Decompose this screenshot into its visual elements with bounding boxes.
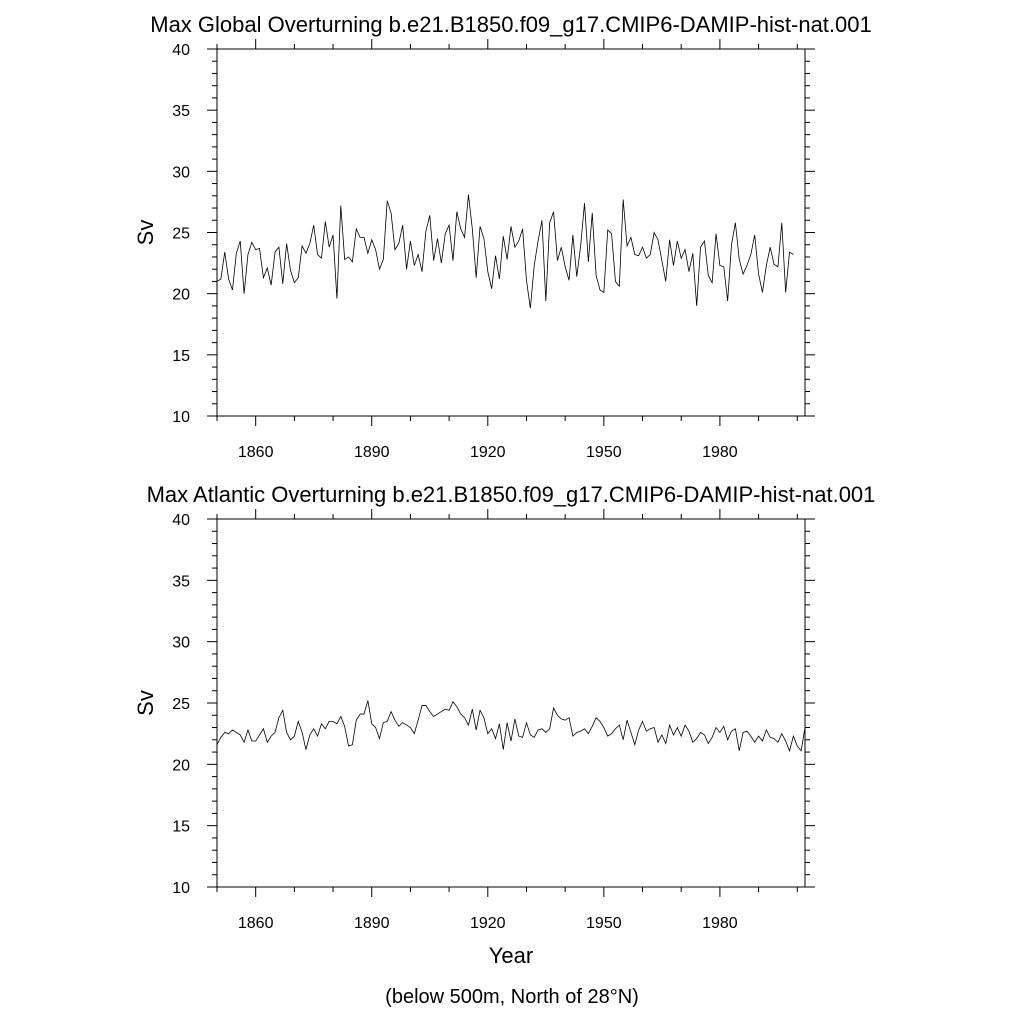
x-tick-label: 1920	[470, 915, 506, 932]
y-axis-label: Sv	[133, 220, 158, 246]
y-tick-label: 30	[172, 635, 190, 652]
y-tick-label: 20	[172, 757, 190, 774]
series-line	[216, 194, 794, 309]
y-tick-label: 25	[172, 226, 190, 243]
x-tick-label: 1890	[354, 915, 390, 932]
plot-frame	[216, 518, 806, 888]
x-tick-label: 1920	[470, 444, 506, 461]
chart-title: Max Global Overturning b.e21.B1850.f09_g…	[150, 12, 872, 37]
x-tick-label: 1860	[238, 444, 274, 461]
y-tick-label: 30	[172, 164, 190, 181]
y-tick-label: 40	[172, 512, 190, 529]
y-tick-label: 35	[172, 103, 190, 120]
x-tick-label: 1980	[702, 444, 738, 461]
y-tick-label: 10	[172, 880, 190, 897]
y-tick-label: 15	[172, 348, 190, 365]
y-tick-label: 35	[172, 573, 190, 590]
plot-frame	[216, 48, 806, 417]
y-tick-label: 20	[172, 287, 190, 304]
y-tick-label: 40	[172, 42, 190, 59]
y-tick-label: 15	[172, 819, 190, 836]
y-tick-label: 25	[172, 696, 190, 713]
footnote: (below 500m, North of 28°N)	[385, 986, 639, 1008]
x-tick-label: 1980	[702, 915, 738, 932]
y-tick-label: 10	[172, 409, 190, 426]
atlantic-overturning-chart: Max Atlantic Overturning b.e21.B1850.f09…	[133, 482, 875, 968]
x-tick-label: 1860	[238, 915, 274, 932]
x-tick-label: 1950	[586, 444, 622, 461]
global-overturning-chart: Max Global Overturning b.e21.B1850.f09_g…	[133, 12, 872, 461]
x-axis-label: Year	[489, 943, 533, 968]
x-tick-label: 1890	[354, 444, 390, 461]
x-tick-label: 1950	[586, 915, 622, 932]
series-line	[216, 700, 806, 753]
chart-title: Max Atlantic Overturning b.e21.B1850.f09…	[147, 482, 876, 507]
y-axis-label: Sv	[133, 690, 158, 716]
